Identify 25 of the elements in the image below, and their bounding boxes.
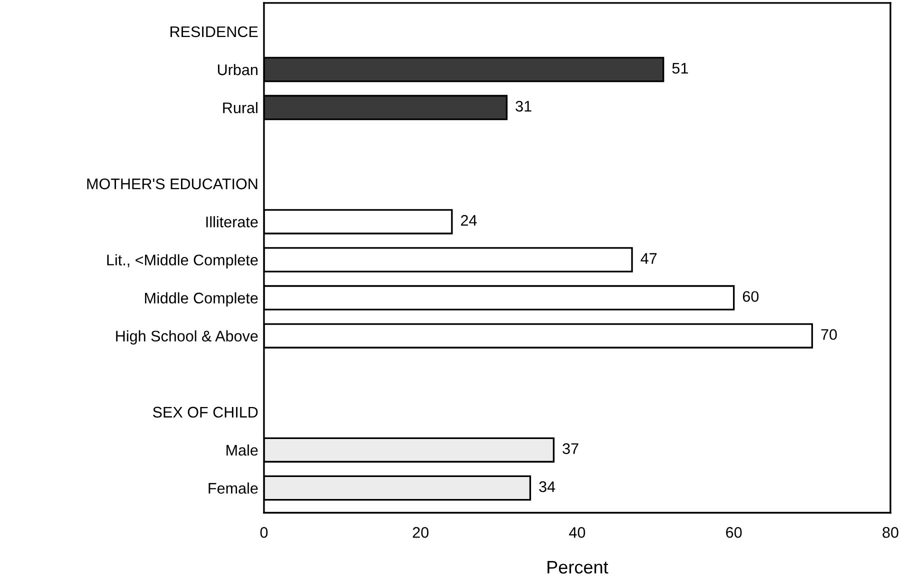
data-label: 60	[742, 291, 759, 302]
x-tick-label: 0	[260, 527, 268, 538]
y-tick-label: Rural	[223, 102, 258, 114]
data-label: 31	[516, 100, 532, 112]
y-tick-label: Illiterate	[206, 216, 258, 228]
y-tick-label: Lit., <Middle Complete	[107, 254, 258, 268]
x-tick-label: 80	[882, 527, 898, 538]
data-label: 51	[672, 62, 688, 74]
x-tick-label: 40	[569, 527, 586, 538]
x-tick-label: 20	[412, 527, 428, 538]
data-label: 47	[640, 253, 657, 264]
y-tick-label: MOTHER'S EDUCATION	[87, 178, 258, 190]
y-tick-label: Urban	[218, 64, 258, 76]
x-tick-label: 60	[726, 527, 742, 538]
y-tick-label: Male	[226, 444, 258, 456]
data-label: 37	[562, 443, 578, 454]
x-axis-title: Percent	[548, 560, 608, 574]
data-label: 24	[461, 214, 477, 226]
y-tick-label: High School & Above	[116, 330, 258, 345]
y-tick-label: RESIDENCE	[170, 26, 258, 38]
y-tick-label: SEX OF CHILD	[152, 406, 258, 418]
data-label: 70	[821, 329, 837, 340]
data-label: 34	[539, 481, 556, 492]
y-tick-label: Female	[208, 482, 258, 494]
y-tick-label: Middle Complete	[145, 292, 258, 306]
